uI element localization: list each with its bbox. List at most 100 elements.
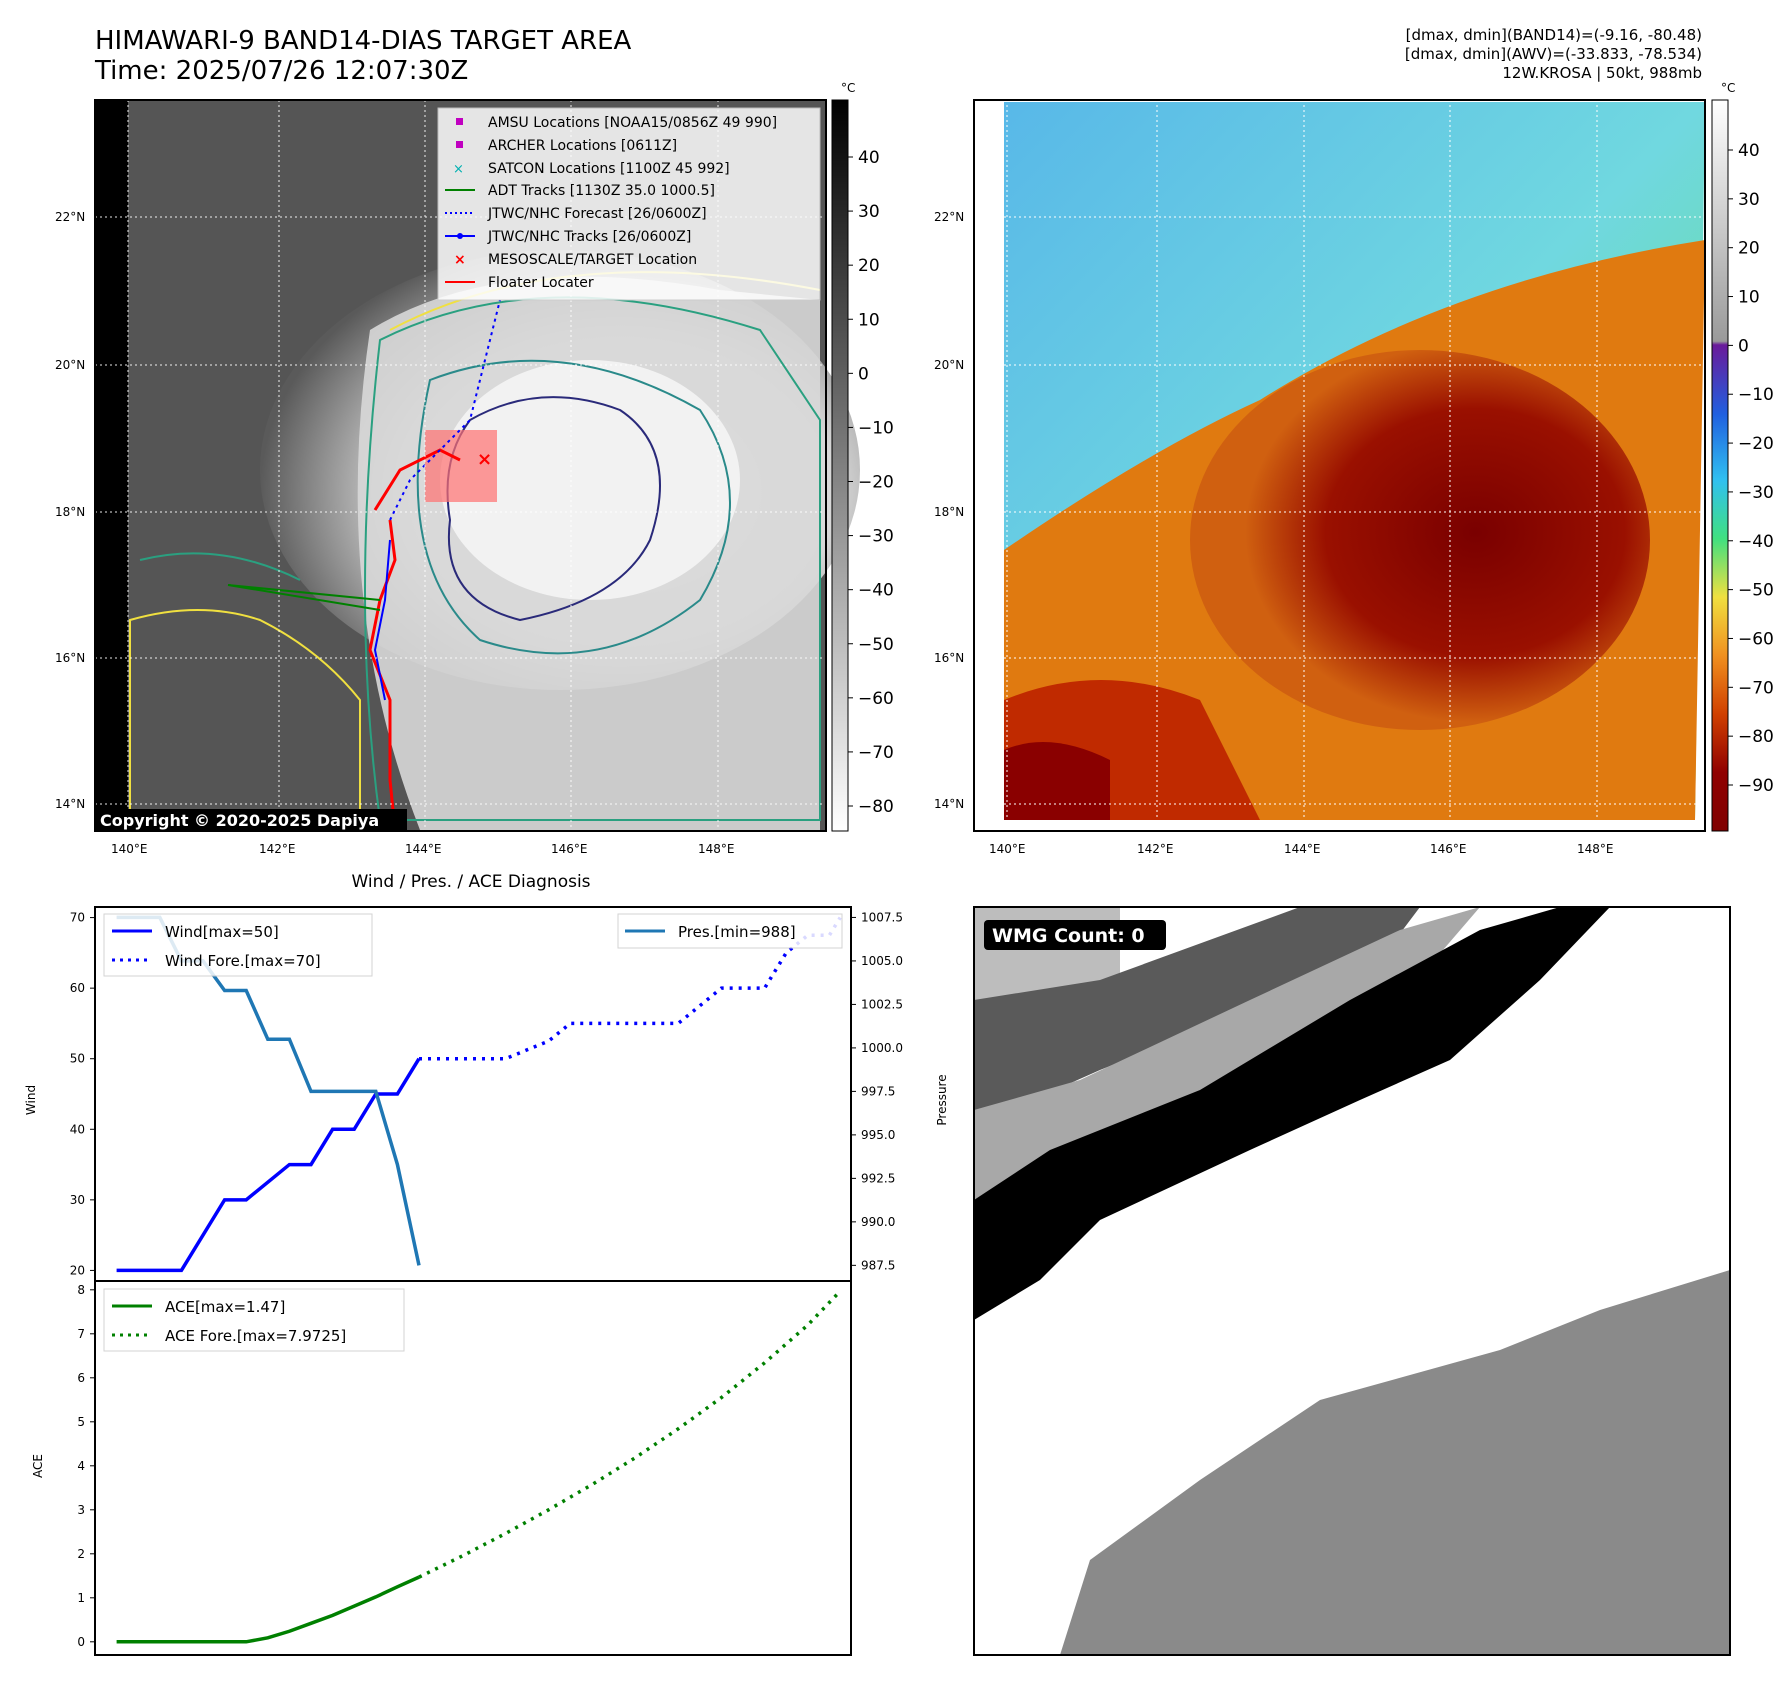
diagnostic-info: [dmax, dmin](BAND14)=(-9.16, -80.48) [dm… [1405, 26, 1702, 83]
ace-ytick-label: 4 [77, 1459, 85, 1473]
pressure-ytick-label: 992.5 [861, 1171, 895, 1185]
left-lat-18: 18°N [55, 505, 85, 519]
right-colorbar-tick-label: 30 [1738, 190, 1760, 210]
right-colorbar-tick-label: −70 [1738, 678, 1774, 698]
right-colorbar-tick-label: −80 [1738, 727, 1774, 747]
left-colorbar-tick-label: −20 [858, 473, 894, 493]
diagnosis-title: Wind / Pres. / ACE Diagnosis [351, 872, 590, 892]
left-lat-16: 16°N [55, 651, 85, 665]
ace-ytick-label: 7 [77, 1327, 85, 1341]
left-lat-22: 22°N [55, 210, 85, 224]
wind-ytick-label: 20 [70, 1263, 85, 1277]
right-lat-16: 16°N [934, 651, 964, 665]
left-colorbar-tick-label: 20 [858, 256, 880, 276]
right-lat-14: 14°N [934, 797, 964, 811]
left-colorbar-ticks: 40 30 20 10 0 −10 −20 −30 −40 −50 −60 −70 −80 [848, 148, 894, 817]
mesoscale-target-box [425, 430, 497, 502]
ace-ytick-label: 0 [77, 1635, 85, 1649]
wmg-frame [973, 906, 1731, 1656]
contour-inner [446, 396, 661, 622]
right-colorbar-gradient [1711, 99, 1729, 832]
ace-ytick-label: 6 [77, 1371, 85, 1385]
wind-ytick-label: 70 [70, 911, 85, 925]
ace-line [116, 1575, 420, 1644]
legend-box [437, 107, 821, 301]
right-lat-22: 22°N [934, 210, 964, 224]
left-map-panel: × AMSU Locations [NOAA15/0856Z 49 990] A… [55, 99, 860, 856]
legend-adt: ADT Tracks [1130Z 35.0 1000.5] [488, 183, 715, 199]
left-colorbar-tick-label: −60 [858, 689, 894, 709]
left-colorbar-tick-label: −10 [858, 418, 894, 438]
right-colorbar: °C 40 30 20 10 0 −10 −20 −30 −40 −50 −60 −70 −80 −90 [1711, 81, 1774, 832]
jtwc-forecast-track [389, 299, 501, 521]
floater-track-upper [373, 448, 461, 511]
wind-legend-box [103, 913, 373, 977]
ace-ylabel: ACE [31, 1454, 45, 1478]
copyright-bg [95, 809, 407, 831]
wmg-black-band [974, 907, 1610, 1320]
ace-ytick-label: 3 [77, 1503, 85, 1517]
jtwc-track [373, 539, 391, 701]
left-colorbar-tick-label: 10 [858, 310, 880, 330]
right-colorbar-tick-label: −90 [1738, 776, 1774, 796]
right-colorbar-tick-label: −30 [1738, 483, 1774, 503]
left-map-frame [94, 99, 827, 832]
title-line-1: HIMAWARI-9 BAND14-DIAS TARGET AREA [95, 26, 632, 56]
wind-yticks: 70 60 50 40 30 20 [70, 911, 95, 1277]
left-colorbar-tick-label: 40 [858, 148, 880, 168]
right-lat-20: 20°N [934, 358, 964, 372]
ace-forecast-line [418, 1289, 842, 1579]
right-map-sw-core [1004, 742, 1110, 820]
legend-tracks: JTWC/NHC Tracks [26/0600Z] [487, 229, 691, 245]
left-lat-14: 14°N [55, 797, 85, 811]
left-colorbar-tick-label: −50 [858, 635, 894, 655]
right-lon-144: 144°E [1284, 842, 1321, 856]
adt-track [227, 584, 381, 611]
pres-legend-label: Pres.[min=988] [678, 923, 796, 941]
left-colorbar-tick-label: 0 [858, 364, 869, 384]
pressure-ytick-label: 1007.5 [861, 910, 903, 924]
right-colorbar-tick-label: 0 [1738, 336, 1749, 356]
left-lon-144: 144°E [405, 842, 442, 856]
pressure-ytick-label: 1002.5 [861, 997, 903, 1011]
legend-archer: ARCHER Locations [0611Z] [488, 138, 677, 154]
ace-series-group [116, 1289, 842, 1644]
wind-ytick-label: 30 [70, 1193, 85, 1207]
left-lon-140: 140°E [111, 842, 148, 856]
ace-yticks: 8 7 6 5 4 3 2 1 0 [77, 1283, 95, 1649]
left-colorbar-unit: °C [841, 81, 855, 95]
wind-ytick-label: 50 [70, 1052, 85, 1066]
pressure-ytick-label: 1005.0 [861, 954, 903, 968]
floater-track [368, 519, 397, 831]
wind-ytick-label: 40 [70, 1122, 85, 1136]
ace-chart: ACE 8 7 6 5 4 3 2 1 0 ACE[max=1.47] ACE Fore.[ma… [31, 1280, 852, 1656]
pressure-ytick-label: 995.0 [861, 1128, 895, 1142]
left-colorbar-tick-label: −80 [858, 797, 894, 817]
contour-sw [139, 552, 301, 581]
pressure-ylabel: Pressure [935, 1074, 949, 1125]
left-lon-148: 148°E [698, 842, 735, 856]
target-x-marker: × [477, 449, 492, 470]
wmg-gray-region [1060, 1270, 1730, 1655]
right-colorbar-tick-label: 40 [1738, 141, 1760, 161]
right-colorbar-tick-label: 10 [1738, 288, 1760, 308]
legend-amsu: AMSU Locations [NOAA15/0856Z 49 990] [488, 115, 777, 131]
info-line-2: [dmax, dmin](AWV)=(-33.833, -78.534) [1404, 45, 1702, 63]
right-colorbar-tick-label: −60 [1738, 629, 1774, 649]
ace-ytick-label: 5 [77, 1415, 85, 1429]
pressure-ytick-label: 1000.0 [861, 1041, 903, 1055]
left-colorbar-tick-label: 30 [858, 202, 880, 222]
ace-ytick-label: 8 [77, 1283, 85, 1297]
ace-chart-frame [94, 1280, 852, 1656]
right-lat-18: 18°N [934, 505, 964, 519]
right-colorbar-unit: °C [1721, 81, 1735, 95]
right-map-cold-core [1190, 350, 1650, 730]
contour-outer [364, 296, 821, 821]
left-lon-142: 142°E [259, 842, 296, 856]
legend-satcon: SATCON Locations [1100Z 45 992] [488, 161, 730, 177]
right-colorbar-tick-label: −50 [1738, 581, 1774, 601]
figure-title: HIMAWARI-9 BAND14-DIAS TARGET AREA Time:… [95, 26, 631, 86]
wind-fore-legend-label: Wind Fore.[max=70] [165, 952, 321, 970]
left-colorbar-gradient [831, 99, 849, 832]
